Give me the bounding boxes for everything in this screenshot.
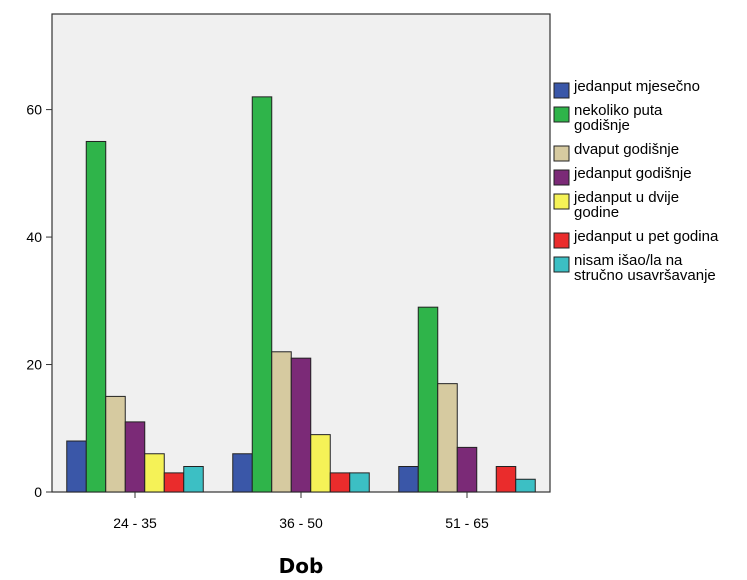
bar-1-6 [349,472,370,493]
legend-swatch [553,106,570,123]
y-axis: 0 20 40 60 [26,102,52,500]
bar-0-6 [183,466,204,493]
x-axis: 24 - 35 36 - 50 51 - 65 [113,492,489,531]
bar-2-3 [456,446,478,493]
legend-swatch [553,193,570,210]
legend-label: nisam išao/la na stručno usavršavanje [574,252,716,284]
legend-swatch [553,256,570,273]
legend-label: jedanput godišnje [573,165,692,182]
legend-label: jedanput u pet godina [573,228,719,245]
legend-label: jedanput mjesečno [573,78,700,95]
legend-label: dvaput godišnje [574,141,679,158]
bar-1-5 [329,472,351,493]
y-tick-label: 40 [26,229,42,245]
bar-0-0 [66,440,87,493]
y-tick-label: 20 [26,357,42,373]
bar-0-5 [163,472,185,493]
x-tick-label: 24 - 35 [113,515,157,531]
x-axis-title: Dob [279,554,324,578]
bar-1-4 [310,434,331,493]
bar-0-3 [124,421,146,493]
x-tick-label: 36 - 50 [279,515,323,531]
y-tick-label: 0 [34,484,42,500]
bar-0-4 [144,453,165,493]
bar-1-3 [290,357,312,493]
bar-0-2 [105,395,126,493]
legend-label: nekoliko puta godišnje [574,102,663,134]
bar-2-5 [495,466,517,493]
bar-2-0 [398,466,419,493]
legend-swatch [553,145,570,162]
legend-swatch [553,232,570,249]
bar-2-2 [437,383,458,493]
bars-group [66,96,536,493]
legend-swatch [553,169,570,186]
y-tick-label: 60 [26,102,42,118]
bar-2-1 [417,306,439,493]
legend-label: jedanput u dvije godine [573,189,679,221]
x-tick-label: 51 - 65 [445,515,489,531]
bar-0-1 [85,140,107,493]
legend: jedanput mjesečno nekoliko puta godišnje dv… [553,78,719,284]
bar-1-0 [232,453,253,493]
bar-2-6 [515,478,536,493]
bar-1-2 [271,351,292,493]
legend-swatch [553,82,570,99]
bar-1-1 [251,96,273,493]
